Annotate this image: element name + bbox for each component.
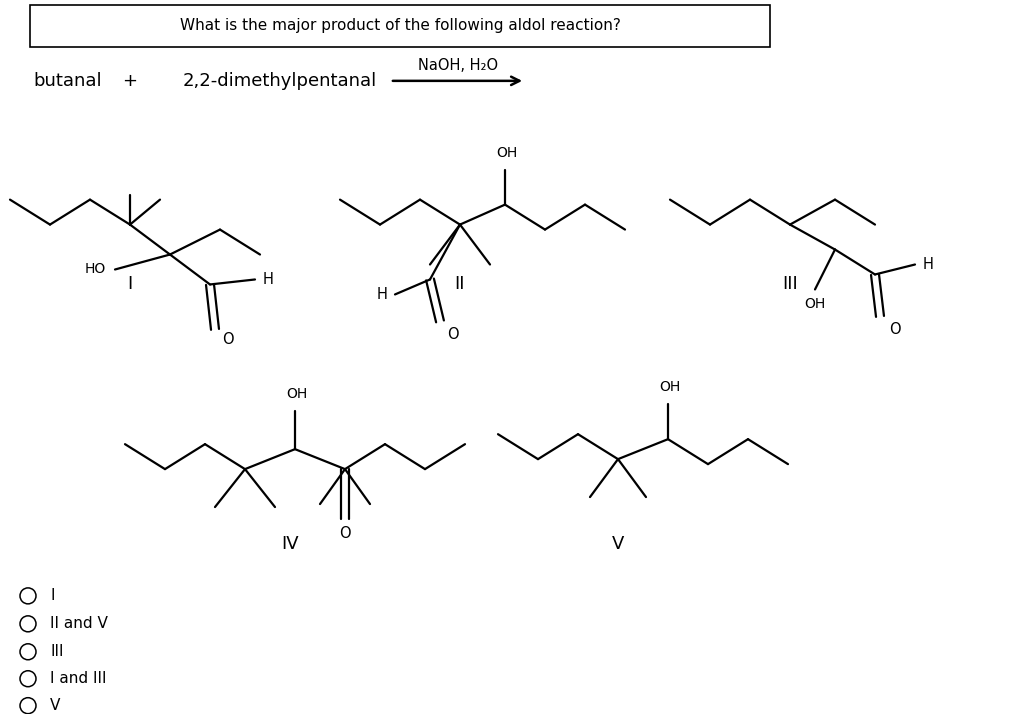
Text: O: O [339,526,351,541]
Text: butanal: butanal [34,72,103,90]
Text: OH: OH [804,297,825,312]
Text: HO: HO [84,262,106,277]
Text: What is the major product of the following aldol reaction?: What is the major product of the followi… [180,19,621,34]
Text: OH: OH [659,380,681,394]
Text: NaOH, H₂O: NaOH, H₂O [418,59,498,74]
Text: IV: IV [282,535,299,553]
Text: O: O [447,327,458,342]
Text: +: + [122,72,138,90]
Text: 2,2-dimethylpentanal: 2,2-dimethylpentanal [183,72,377,90]
Text: OH: OH [287,388,307,401]
Text: I and III: I and III [50,671,107,686]
Text: V: V [50,698,61,713]
Bar [30,5,770,47]
Text: O: O [222,332,233,347]
Text: V: V [612,535,624,553]
Text: II and V: II and V [50,616,108,631]
Text: OH: OH [497,146,518,159]
Text: H: H [922,257,933,272]
Text: II: II [454,275,466,293]
Text: H: H [262,272,273,287]
Text: I: I [127,275,133,293]
Text: H: H [376,287,388,302]
Text: O: O [889,322,901,337]
Text: I: I [50,588,54,603]
Text: III: III [782,275,798,293]
Text: III: III [50,644,64,659]
